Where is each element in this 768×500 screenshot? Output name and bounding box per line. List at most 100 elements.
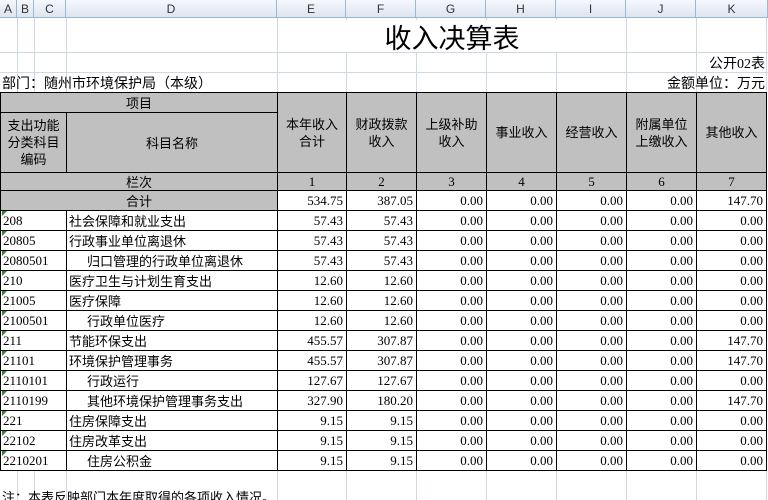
column-number-cell: 7: [696, 172, 767, 191]
value: 0.00: [530, 352, 553, 368]
code-cell: 20805: [0, 230, 67, 251]
value-cell: 0.00: [556, 230, 627, 251]
value: 12.60: [313, 292, 343, 308]
value-cell: 0.00: [696, 230, 767, 251]
subject-code: 2100501: [3, 312, 49, 328]
value: 0.00: [600, 352, 623, 368]
value: 180.20: [377, 392, 413, 408]
value-cell: 180.20: [346, 390, 417, 411]
value: 127.67: [307, 372, 343, 388]
value: 0.00: [600, 372, 623, 388]
value: 0.00: [670, 352, 693, 368]
value: 0.00: [600, 412, 623, 428]
value-cell: 0.00: [486, 410, 557, 431]
department: 部门：随州市环境保护局（本级）: [2, 76, 212, 92]
value-cell: 0.00: [416, 230, 487, 251]
value: 0.00: [670, 392, 693, 408]
value-cell: 12.60: [277, 310, 347, 331]
value: 0.00: [600, 272, 623, 288]
code-cell: 210: [0, 270, 67, 291]
value: 0.00: [670, 452, 693, 468]
header-line: 本年收入: [285, 116, 338, 132]
value-cell: 0.00: [626, 250, 697, 271]
value-cell: 0.00: [556, 410, 627, 431]
code-cell: 2210201: [0, 450, 67, 471]
gridline: [0, 72, 768, 73]
total-cell: 0.00: [416, 190, 487, 211]
value-cell: 0.00: [486, 370, 557, 391]
column-number-cell: 5: [556, 172, 627, 191]
header-cell: 科目名称: [66, 112, 278, 173]
header-line: 上级补助: [425, 116, 478, 132]
value: 147.70: [727, 332, 763, 348]
subject-name: 住房保障支出: [69, 414, 148, 429]
column-header: F: [346, 0, 416, 18]
subject-name: 行政事业单位离退休: [69, 234, 187, 249]
value-cell: 0.00: [696, 210, 767, 231]
value-cell: 0.00: [556, 350, 627, 371]
column-header: D: [66, 0, 277, 18]
value-cell: 0.00: [486, 330, 557, 351]
value-cell: 0.00: [626, 370, 697, 391]
value: 0.00: [460, 432, 483, 448]
subject-name: 环境保护管理事务: [69, 354, 174, 369]
value: 12.60: [383, 312, 413, 328]
unit-cell: 金额单位：万元: [560, 73, 768, 92]
name-cell: 节能环保支出: [66, 330, 278, 351]
subject-code: 211: [3, 332, 23, 348]
column-header: B: [17, 0, 34, 18]
value: 147.70: [727, 352, 763, 368]
value: 9.15: [320, 452, 343, 468]
value: 0.00: [460, 372, 483, 388]
value-cell: 0.00: [626, 410, 697, 431]
value-cell: 0.00: [486, 290, 557, 311]
header-line: 财政拨款: [355, 116, 408, 132]
value-cell: 0.00: [486, 310, 557, 331]
value: 127.67: [377, 372, 413, 388]
value: 0.00: [670, 212, 693, 228]
value-cell: 57.43: [277, 230, 347, 251]
subject-code: 2110101: [3, 372, 49, 388]
value-cell: 0.00: [556, 290, 627, 311]
header-name: 科目名称: [145, 136, 198, 151]
total-value: 0.00: [530, 192, 553, 208]
column-header: I: [556, 0, 626, 18]
sheet-title: 收入决算表: [384, 23, 520, 53]
note: 注：本表反映部门本年度取得的各项收入情况。: [2, 489, 276, 500]
value-cell: 0.00: [416, 210, 487, 231]
total-cell: 0.00: [626, 190, 697, 211]
header-cell: 附属单位 上缴收入: [626, 92, 697, 173]
total-value: 147.70: [727, 192, 763, 208]
code-cell: 21101: [0, 350, 67, 371]
value: 0.00: [530, 312, 553, 328]
value-cell: 0.00: [696, 370, 767, 391]
value: 0.00: [530, 212, 553, 228]
value: 57.43: [383, 232, 413, 248]
value: 0.00: [530, 232, 553, 248]
value: 307.87: [377, 332, 413, 348]
value-cell: 0.00: [486, 210, 557, 231]
header-line: 分类科目: [7, 135, 60, 150]
header-line: 支出功能: [7, 118, 60, 133]
value: 0.00: [670, 432, 693, 448]
value: 0.00: [740, 292, 763, 308]
value-cell: 0.00: [556, 250, 627, 271]
value-cell: 307.87: [346, 350, 417, 371]
value: 0.00: [740, 212, 763, 228]
value-cell: 57.43: [346, 230, 417, 251]
subject-code: 210: [3, 272, 23, 288]
header-cell: 事业收入: [486, 92, 557, 173]
value-cell: 0.00: [696, 290, 767, 311]
code-cell: 2080501: [0, 250, 67, 271]
value-cell: 9.15: [346, 430, 417, 451]
value-cell: 327.90: [277, 390, 347, 411]
name-cell: 其他环境保护管理事务支出: [66, 390, 278, 411]
value: 0.00: [530, 292, 553, 308]
code-cell: 2100501: [0, 310, 67, 331]
value: 0.00: [670, 332, 693, 348]
code-cell: 22102: [0, 430, 67, 451]
value-cell: 0.00: [486, 230, 557, 251]
value-cell: 0.00: [556, 270, 627, 291]
value-cell: 0.00: [416, 370, 487, 391]
value-cell: 455.57: [277, 350, 347, 371]
